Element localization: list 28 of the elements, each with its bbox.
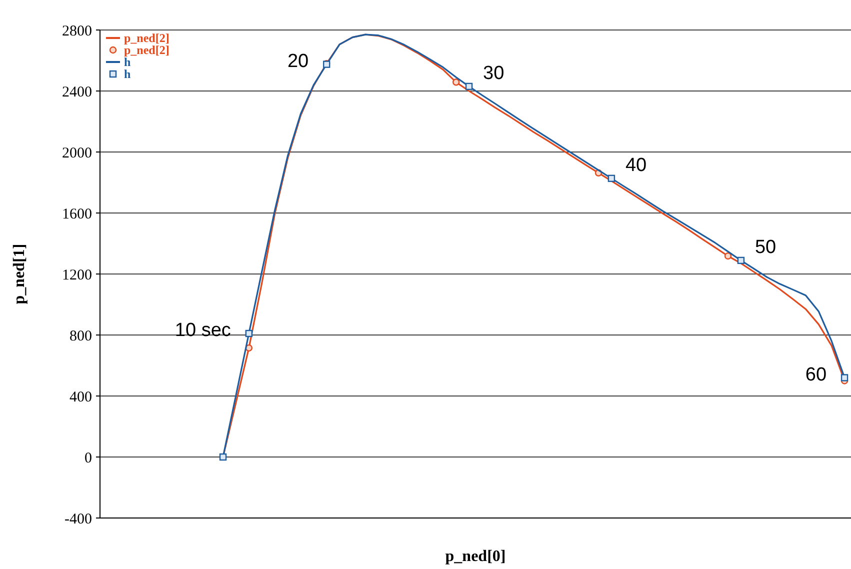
y-tick-label: 800 [70, 328, 92, 344]
legend-label: h [124, 67, 131, 81]
y-axis-title: p_ned[1] [11, 244, 28, 304]
y-tick-label: 0 [84, 450, 92, 466]
y-tick-label: 2000 [62, 145, 92, 162]
point [608, 174, 616, 182]
y-tick-label: -400 [64, 511, 92, 528]
annotation: 60 [805, 364, 827, 386]
y-tick-label: 1200 [62, 267, 92, 284]
annotation: 30 [483, 63, 504, 84]
legend-label: p_ned[2] [124, 43, 170, 57]
point [737, 256, 745, 264]
legend-label: p_ned[2] [124, 31, 170, 45]
point [245, 330, 253, 338]
point [840, 374, 848, 382]
annotation: 50 [754, 237, 776, 258]
point [452, 78, 460, 86]
y-tick-label: 1600 [62, 206, 92, 222]
x-axis-title: p_ned[0] [445, 548, 506, 565]
point [219, 453, 227, 461]
annotation: 40 [625, 155, 647, 176]
y-tick-label: 400 [70, 389, 92, 406]
y-tick-label: 2800 [62, 23, 92, 40]
point [724, 252, 732, 260]
annotation: 20 [287, 50, 309, 72]
legend-label: h [124, 55, 131, 69]
point [465, 82, 473, 90]
y-tick-label: 2400 [62, 84, 92, 100]
